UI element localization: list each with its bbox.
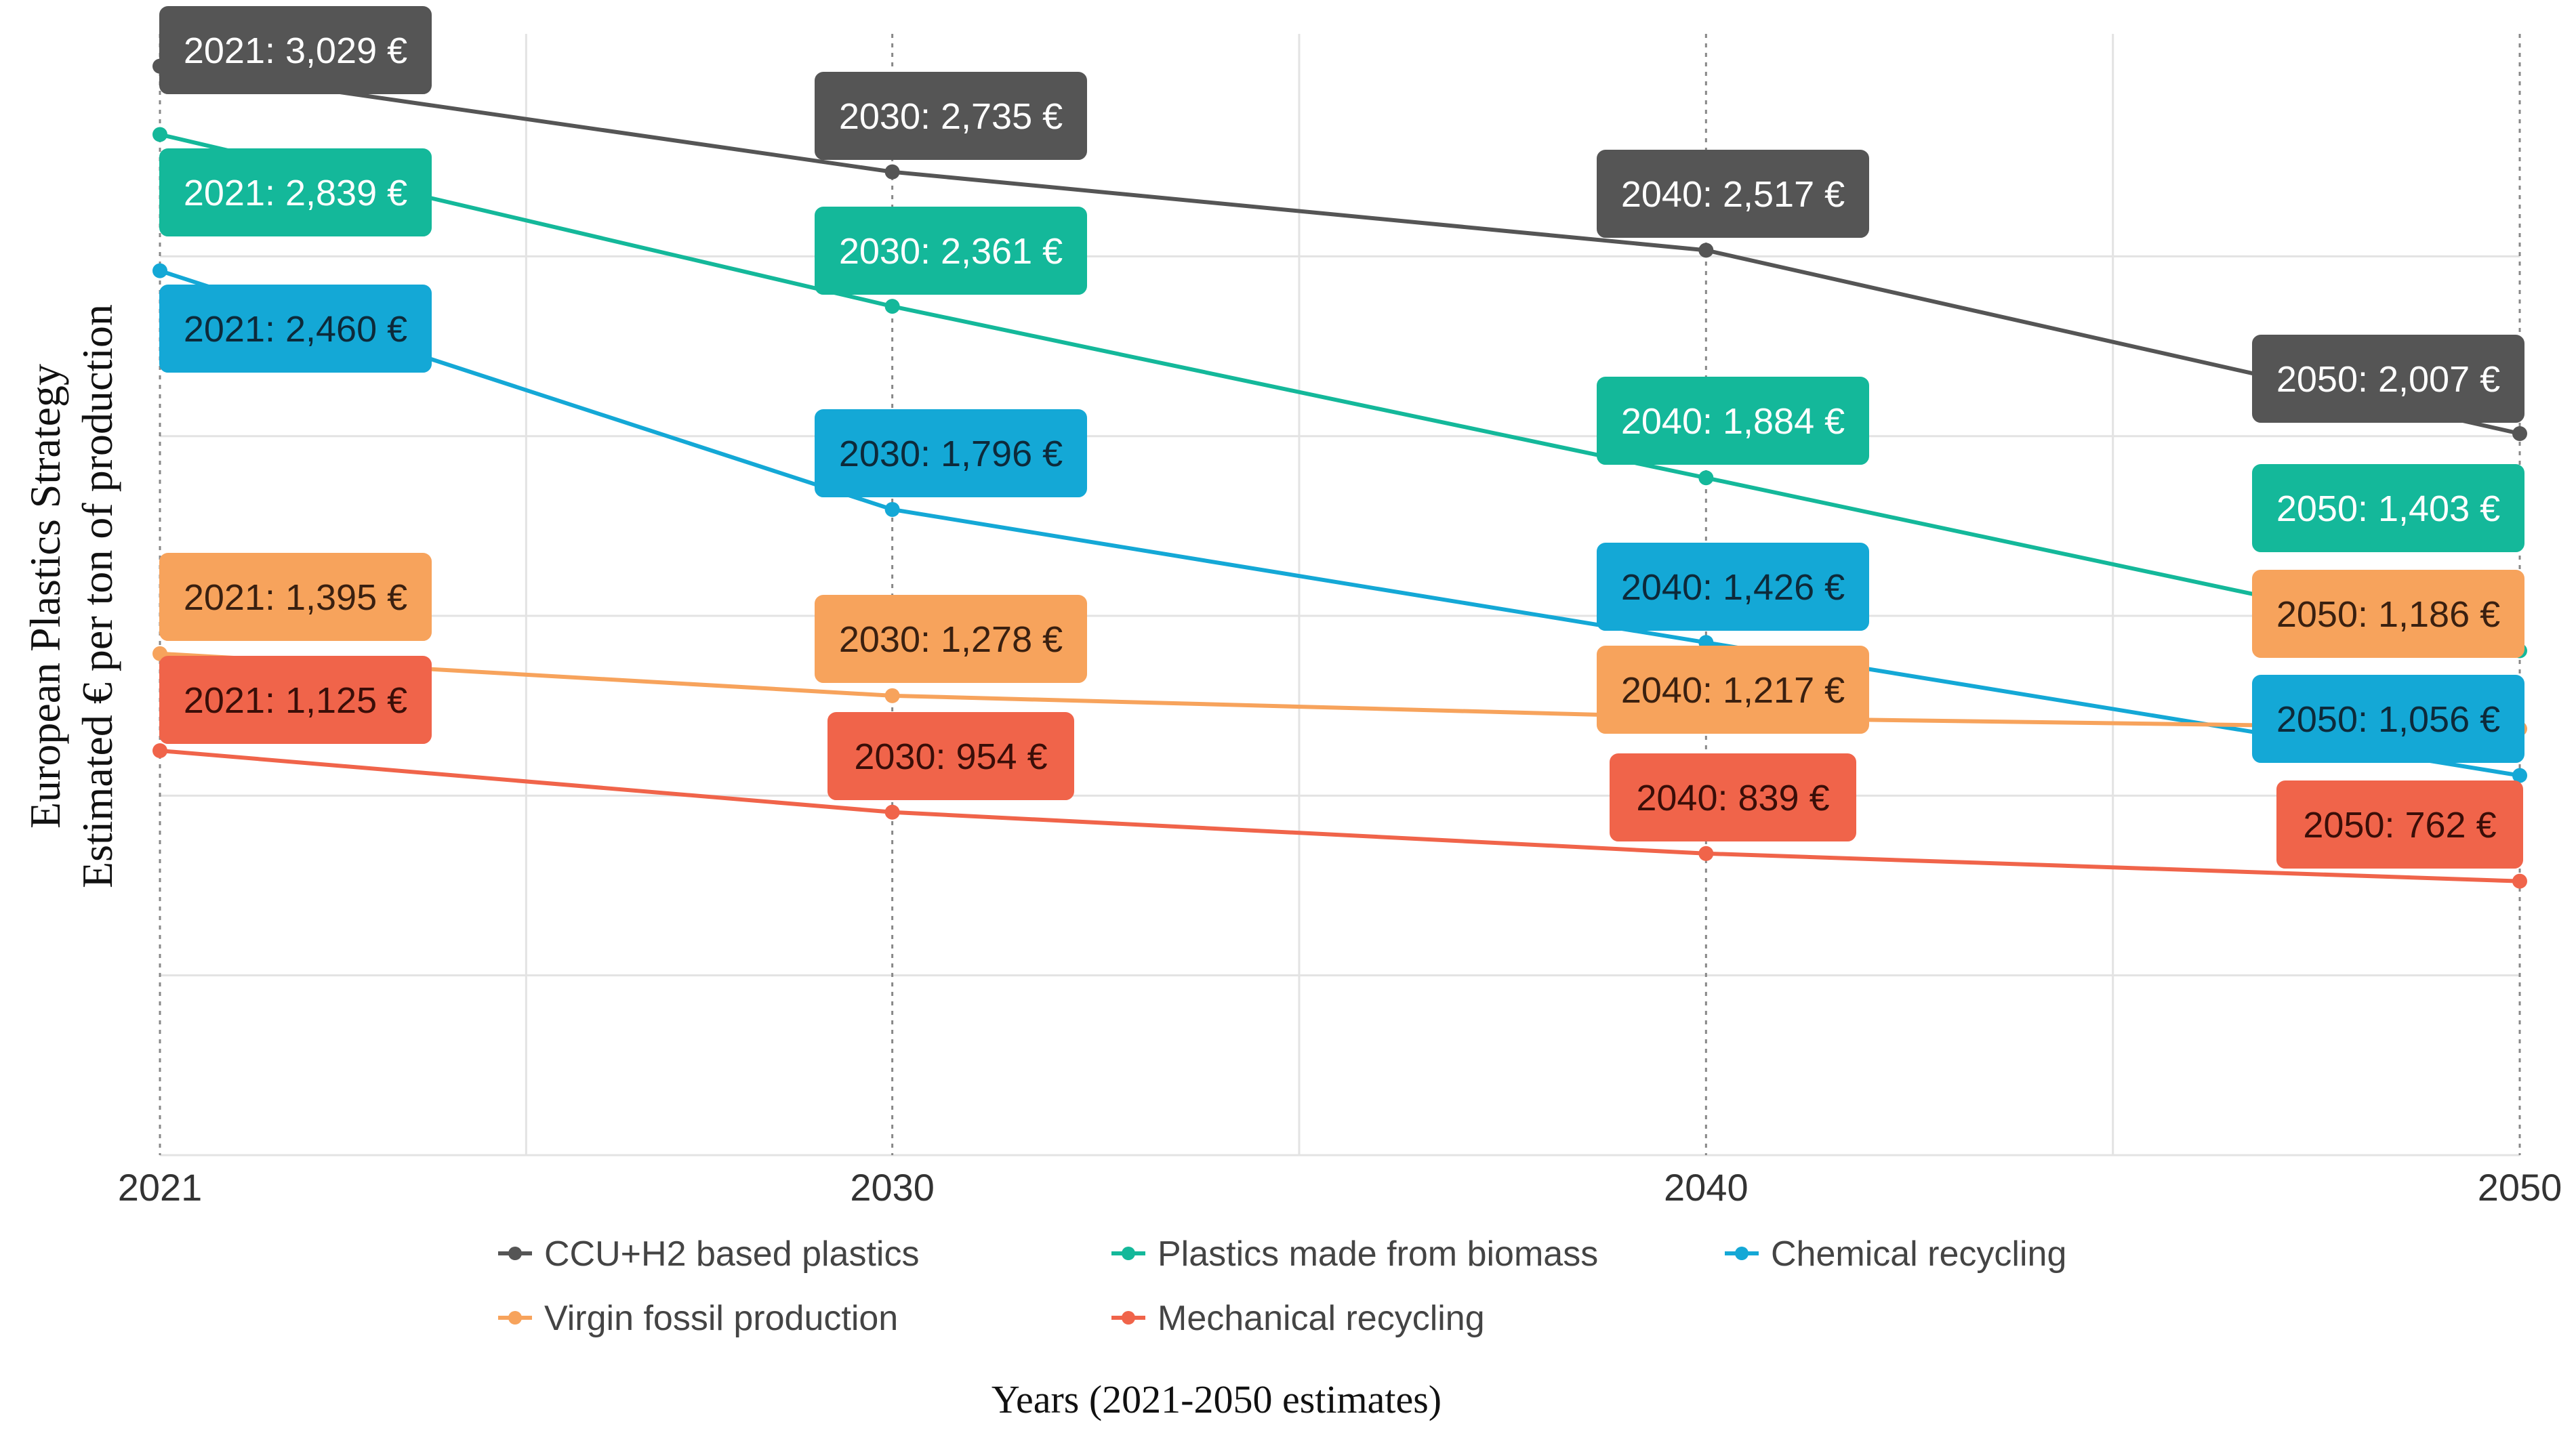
data-point[interactable] [1698,470,1714,486]
legend-label: Virgin fossil production [544,1299,898,1338]
x-axis-ticks: 2021 2030 2040 2050 [118,1166,2562,1209]
data-label: 2030: 954 € [854,736,1047,777]
data-label: 2040: 1,426 € [1621,567,1845,608]
data-point[interactable] [884,688,900,703]
data-label-box [2252,570,2524,658]
data-label: 2021: 2,460 € [184,309,407,350]
data-label-box [159,656,432,744]
data-label-box [159,148,432,236]
legend-item[interactable]: CCU+H2 based plastics [498,1234,919,1274]
data-label-box [1597,646,1869,734]
legend-label: Mechanical recycling [1158,1299,1485,1338]
series-line [159,132,2520,653]
data-point[interactable] [884,501,900,517]
x-tick-label: 2021 [118,1166,203,1209]
data-label-box [2252,335,2524,423]
data-label-box [1597,150,1869,238]
grid [159,34,2521,1157]
data-label-box [159,6,432,94]
data-label-box [1597,377,1869,465]
data-point[interactable] [1698,243,1714,258]
legend-marker [1122,1311,1135,1325]
data-label: 2040: 839 € [1636,778,1829,818]
legend-marker [1122,1247,1135,1260]
series-line [159,64,2520,436]
data-label-box [815,595,1087,683]
series-line [159,268,2520,778]
legend-label: Chemical recycling [1771,1234,2066,1274]
series-lines [152,58,2527,889]
data-point[interactable] [152,263,167,278]
legend-marker [1735,1247,1749,1260]
data-label-box [1597,543,1869,631]
data-label: 2030: 2,361 € [839,231,1063,272]
data-point[interactable] [152,127,167,142]
data-label-box [2276,780,2523,869]
x-axis-title: Years (2021-2050 estimates) [991,1377,1442,1421]
data-point[interactable] [884,299,900,314]
data-label-box [159,553,432,641]
legend-marker [508,1311,522,1325]
data-label: 2021: 3,029 € [184,30,407,71]
data-label: 2050: 762 € [2303,805,2496,846]
data-label-box [1610,753,1856,841]
legend-item[interactable]: Mechanical recycling [1111,1299,1485,1338]
legend-marker [508,1247,522,1260]
data-labels: 2021: 3,029 € 2030: 2,735 € 2040: 2,517 € 2… [159,6,2524,869]
data-label: 2030: 1,796 € [839,434,1063,474]
data-label-box [159,285,432,373]
data-point[interactable] [152,743,167,759]
data-point[interactable] [2512,425,2527,441]
data-label-box [827,712,1074,800]
data-label: 2050: 1,056 € [2276,699,2500,740]
series-line [159,651,2520,731]
x-tick-label: 2040 [1664,1166,1749,1209]
legend-label: CCU+H2 based plastics [544,1234,919,1274]
data-label: 2040: 2,517 € [1621,174,1845,215]
data-point[interactable] [2512,873,2527,889]
data-label: 2050: 1,403 € [2276,488,2500,529]
data-point[interactable] [2512,768,2527,783]
x-tick-label: 2030 [850,1166,935,1209]
legend-item[interactable]: Chemical recycling [1725,1234,2066,1274]
data-point[interactable] [884,164,900,180]
legend-item[interactable]: Plastics made from biomass [1111,1234,1598,1274]
data-label-box [2252,464,2524,552]
data-label: 2030: 2,735 € [839,96,1063,137]
y-axis-title-line2: Estimated € per ton of production [73,304,121,888]
series-line [159,749,2520,883]
legend-label: Plastics made from biomass [1158,1234,1598,1274]
data-point[interactable] [884,804,900,820]
data-label-box [815,207,1087,295]
data-label: 2021: 1,395 € [184,577,407,618]
y-axis-title-line1: European Plastics Strategy [21,364,69,829]
data-label: 2040: 1,217 € [1621,670,1845,711]
data-label-box [2252,675,2524,763]
data-label-box [815,72,1087,160]
data-label-box [815,409,1087,497]
data-label: 2021: 2,839 € [184,173,407,213]
data-label: 2021: 1,125 € [184,680,407,721]
legend-item[interactable]: Virgin fossil production [498,1299,898,1338]
data-label: 2050: 2,007 € [2276,359,2500,400]
legend[interactable]: CCU+H2 based plastics Plastics made from … [498,1234,2066,1338]
data-label: 2050: 1,186 € [2276,594,2500,635]
x-tick-label: 2050 [2478,1166,2562,1209]
data-point[interactable] [1698,846,1714,861]
data-label: 2040: 1,884 € [1621,401,1845,442]
data-label: 2030: 1,278 € [839,619,1063,660]
